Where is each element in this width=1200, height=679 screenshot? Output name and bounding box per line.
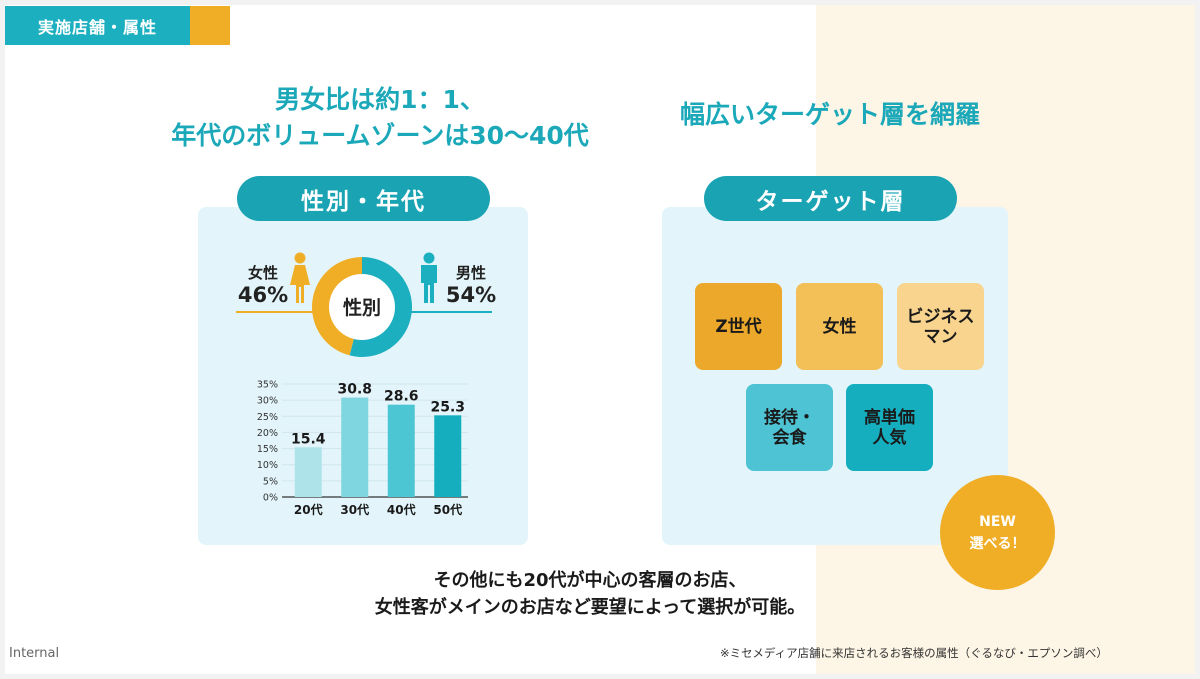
woman-icon: [290, 252, 310, 303]
gender-age-title: 性別・年代: [237, 176, 490, 221]
target-tile-high-price: 高単価 人気: [846, 384, 933, 471]
female-line: [236, 311, 316, 313]
x-tick-label: 40代: [387, 502, 416, 517]
man-icon: [421, 252, 437, 303]
bar-value-label: 25.3: [430, 399, 465, 415]
male-percent: 54%: [445, 283, 497, 307]
headline-left: 男女比は約1：1、 年代のボリュームゾーンは30〜40代: [130, 82, 630, 154]
tile-label: 接待・ 会食: [764, 407, 815, 448]
footer-internal-label: Internal: [9, 646, 60, 661]
tile-label: ビジネス マン: [906, 306, 975, 347]
bar-30代: [341, 397, 369, 497]
headline-left-line2: 年代のボリュームゾーンは30〜40代: [171, 121, 589, 150]
gender-donut-chart: 性別: [312, 257, 412, 357]
bar-20代: [294, 447, 322, 497]
bar-40代: [387, 404, 415, 497]
x-tick-label: 50代: [433, 502, 462, 517]
target-tile-z-generation: Z世代: [695, 283, 782, 370]
y-tick-label: 25%: [257, 412, 278, 423]
target-tile-entertainment: 接待・ 会食: [746, 384, 833, 471]
y-tick-label: 15%: [257, 444, 278, 455]
male-line: [410, 311, 492, 313]
target-title: ターゲット層: [704, 176, 957, 221]
tile-label: Z世代: [715, 316, 762, 337]
female-label: 女性 46%: [236, 262, 290, 307]
female-percent: 46%: [237, 283, 289, 307]
female-name: 女性: [247, 264, 278, 282]
y-tick-label: 10%: [257, 460, 278, 471]
section-tab-accent: [190, 6, 230, 45]
x-tick-label: 30代: [340, 502, 369, 517]
y-tick-label: 30%: [257, 396, 278, 407]
y-tick-label: 35%: [257, 380, 278, 391]
target-tile-businessman: ビジネス マン: [897, 283, 984, 370]
bar-50代: [434, 415, 462, 497]
bottom-text: その他にも20代が中心の客層のお店、 女性客がメインのお店など要望によって選択が…: [310, 567, 870, 621]
y-tick-label: 5%: [263, 476, 278, 487]
new-badge-line2: 選べる！: [969, 535, 1026, 552]
headline-left-line1: 男女比は約1：1、: [275, 85, 485, 114]
male-label: 男性 54%: [442, 262, 500, 307]
bottom-text-line1: その他にも20代が中心の客層のお店、: [433, 570, 747, 591]
new-badge-line1: NEW: [979, 513, 1016, 530]
bar-value-label: 30.8: [337, 382, 372, 398]
y-tick-label: 0%: [263, 493, 278, 504]
new-badge: NEW 選べる！: [940, 475, 1055, 590]
x-tick-label: 20代: [294, 502, 323, 517]
age-bar-chart: 0% 5% 10% 15% 20% 25% 30% 35% 15.4 20代 30.8 30代 28.…: [257, 380, 468, 517]
donut-center-label: 性別: [343, 296, 381, 319]
bottom-text-line2: 女性客がメインのお店など要望によって選択が可能。: [374, 597, 806, 618]
male-name: 男性: [455, 264, 486, 282]
y-tick-label: 20%: [257, 428, 278, 439]
bar-value-label: 28.6: [384, 389, 419, 405]
donut-hole: [329, 274, 395, 340]
section-tab: 実施店舗・属性: [5, 6, 190, 45]
target-panel: [662, 207, 1008, 545]
tile-label: 高単価 人気: [864, 407, 915, 448]
headline-right: 幅広いターゲット層を網羅: [679, 100, 980, 129]
target-tile-women: 女性: [796, 283, 883, 370]
bar-value-label: 15.4: [291, 431, 326, 447]
tile-label: 女性: [822, 316, 857, 337]
footer-note: ※ミセメディア店舗に来店されるお客様の属性（ぐるなび・エプソン調べ）: [720, 646, 1108, 660]
